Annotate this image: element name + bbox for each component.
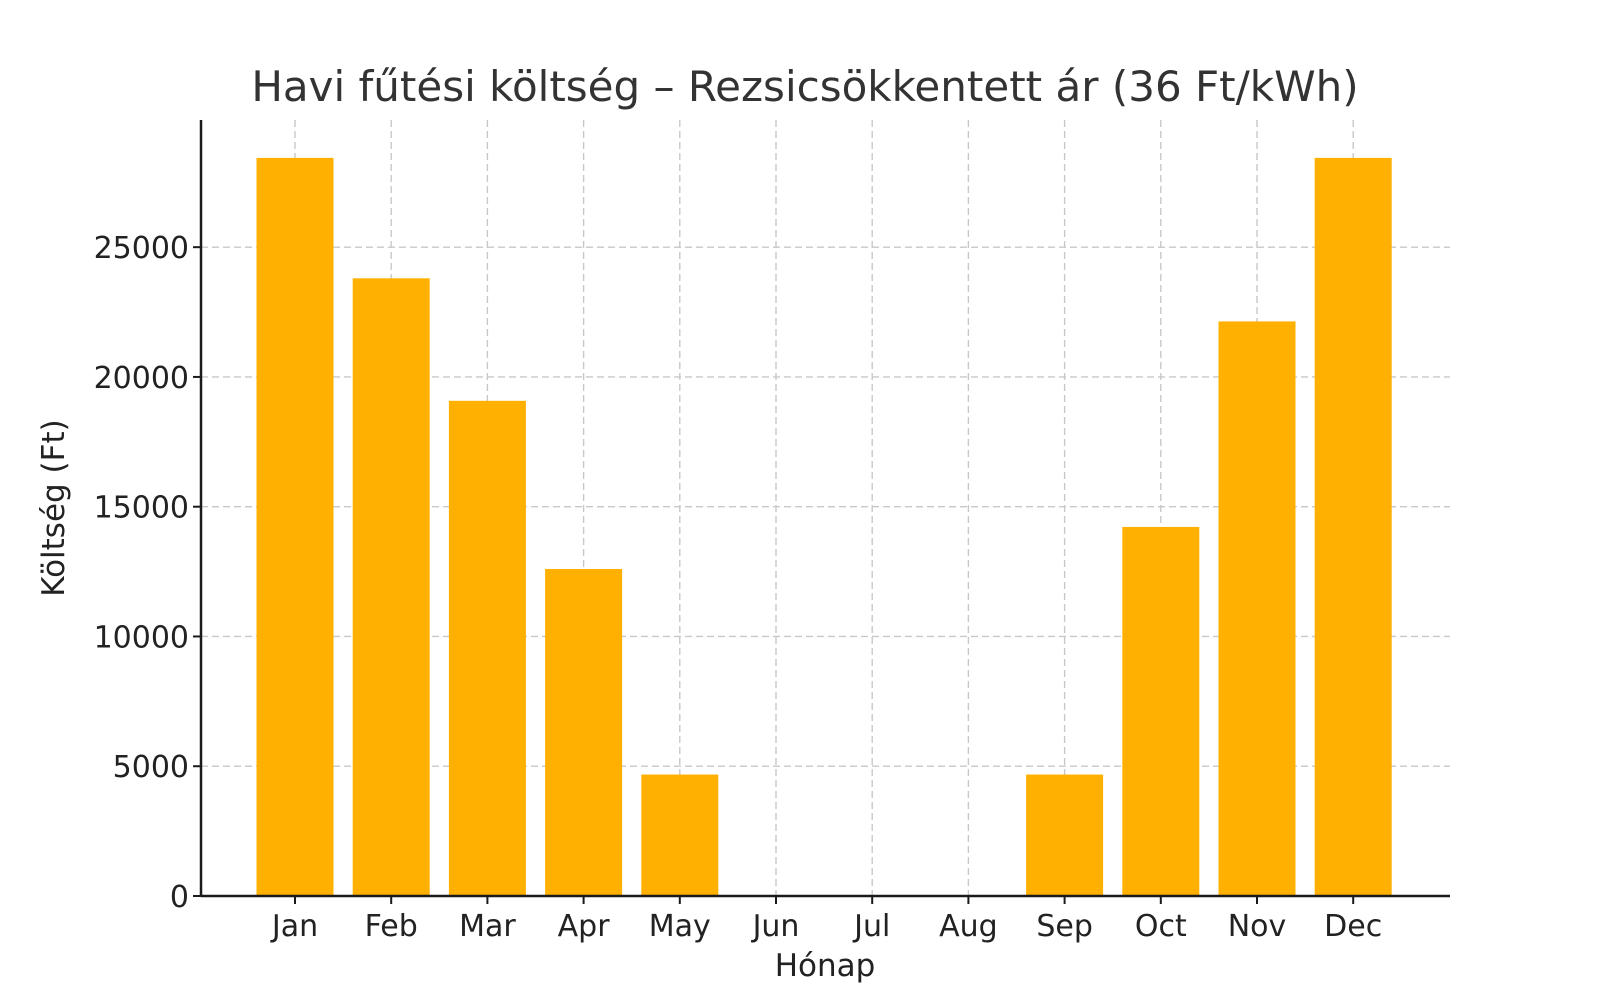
bar-mar: [448, 400, 526, 896]
y-tick-label: 0: [170, 880, 189, 915]
bar-apr: [545, 568, 623, 896]
y-tick-label: 5000: [113, 750, 189, 785]
x-tick-label-aug: Aug: [939, 909, 998, 944]
y-tick-label: 10000: [94, 620, 189, 655]
x-tick-label-jan: Jan: [270, 909, 318, 944]
y-axis-label: Költség (Ft): [36, 419, 72, 596]
bar-may: [641, 774, 719, 896]
x-tick-label-sep: Sep: [1036, 909, 1093, 944]
x-tick-label-feb: Feb: [365, 909, 418, 944]
y-tick-label: 20000: [94, 361, 189, 396]
x-tick-label-dec: Dec: [1324, 909, 1382, 944]
x-tick-labels: Jan Feb Mar Apr May Jun Jul Aug Sep Oct Nov Dec: [270, 896, 1382, 944]
y-tick-label: 15000: [94, 491, 189, 526]
x-tick-label-oct: Oct: [1135, 909, 1187, 944]
x-tick-label-may: May: [649, 909, 711, 944]
x-tick-label-nov: Nov: [1228, 909, 1287, 944]
bar-oct: [1122, 526, 1200, 896]
bar-nov: [1218, 321, 1296, 896]
y-tick-labels: 0 5000 10000 15000 20000 25000: [94, 231, 201, 915]
x-axis-label: Hónap: [775, 948, 876, 984]
chart-title: Havi fűtési költség – Rezsicsökkentett á…: [251, 62, 1358, 111]
x-tick-label-apr: Apr: [558, 909, 611, 944]
bar-dec: [1314, 157, 1392, 897]
bar-jan: [256, 157, 334, 897]
bars: [256, 157, 1392, 897]
bar-sep: [1026, 774, 1104, 896]
x-tick-label-mar: Mar: [459, 909, 516, 944]
y-tick-label: 25000: [94, 231, 189, 266]
x-tick-label-jul: Jul: [852, 909, 890, 944]
x-tick-label-jun: Jun: [751, 909, 800, 944]
bar-feb: [352, 278, 430, 896]
